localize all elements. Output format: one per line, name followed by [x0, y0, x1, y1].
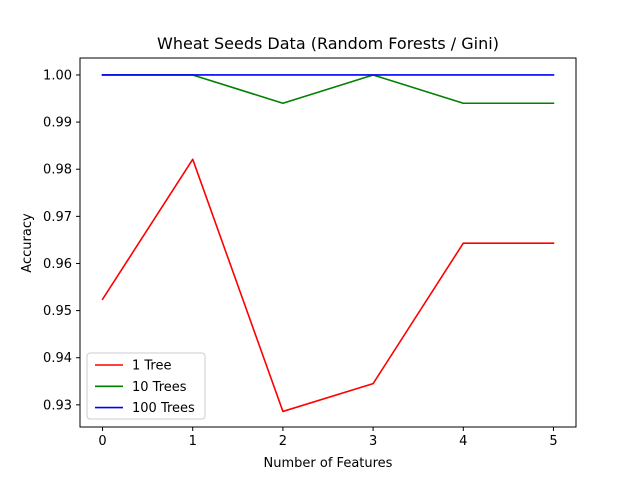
chart-title: Wheat Seeds Data (Random Forests / Gini) — [157, 34, 499, 53]
x-tick-label: 4 — [459, 434, 467, 449]
y-axis-label: Accuracy — [20, 213, 35, 273]
axis-ticks: 0 1 2 3 4 5 0.93 0.94 0.95 0.96 0.97 0.98 0.99 1.00 — [43, 68, 558, 449]
y-tick-label: 0.97 — [43, 210, 72, 225]
legend-box — [86, 352, 206, 420]
y-tick-label: 0.98 — [43, 163, 72, 178]
axes-frame — [79, 57, 577, 428]
legend-label: 1 Tree — [132, 359, 172, 374]
x-tick-label: 1 — [189, 434, 197, 449]
x-tick-label: 5 — [549, 434, 557, 449]
legend-label: 100 Trees — [132, 401, 195, 416]
x-tick-label: 3 — [369, 434, 377, 449]
y-tick-label: 0.93 — [43, 398, 72, 413]
x-axis-label: Number of Features — [264, 456, 393, 471]
x-tick-label: 2 — [279, 434, 287, 449]
y-tick-label: 0.95 — [43, 304, 72, 319]
y-tick-label: 0.94 — [43, 351, 72, 366]
y-tick-label: 0.99 — [43, 116, 72, 131]
legend: 1 Tree 10 Trees 100 Trees — [86, 352, 206, 420]
x-tick-label: 0 — [98, 434, 106, 449]
series-line-1-tree — [101, 158, 555, 413]
y-tick-label: 1.00 — [43, 68, 72, 83]
y-tick-label: 0.96 — [43, 257, 72, 272]
legend-label: 10 Trees — [132, 380, 187, 395]
series-lines — [101, 74, 555, 413]
